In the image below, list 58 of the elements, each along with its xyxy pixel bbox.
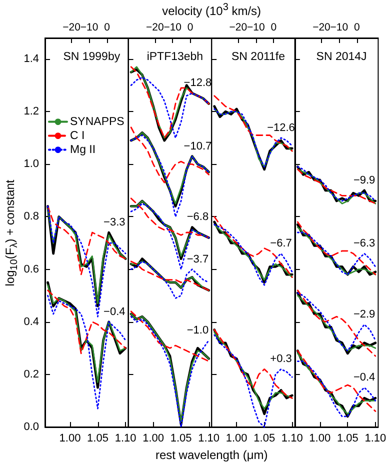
x2-tick-label: −20 bbox=[62, 22, 81, 34]
x2-tick-label: −20 bbox=[312, 22, 331, 34]
x-tick-label: 1.10 bbox=[364, 432, 386, 444]
x-tick-label: 1.05 bbox=[87, 432, 108, 444]
x-tick-label: 1.05 bbox=[170, 432, 192, 444]
text: iPTF13ebh bbox=[146, 51, 204, 63]
x2-axis-title: velocity (10$^{3}$ km/s) bbox=[162, 2, 262, 18]
y-tick-label: 1.2 bbox=[24, 106, 39, 118]
annotation: −0.4 bbox=[353, 372, 376, 384]
x2-tick-label: 0 bbox=[354, 22, 360, 34]
x-tick-label: 1.10 bbox=[198, 432, 220, 444]
line-series bbox=[47, 294, 126, 410]
annotation: −6.7 bbox=[270, 238, 292, 250]
x-axis-title: rest wavelength (μm) bbox=[155, 448, 268, 462]
annotation: −2.9 bbox=[353, 308, 376, 320]
x2-tick-label: 0 bbox=[187, 22, 194, 34]
annotation: −1.0 bbox=[186, 324, 209, 336]
x2-tick-label: −20 bbox=[229, 22, 248, 34]
x2-tick-label: 0 bbox=[104, 22, 110, 34]
annotation: −6.3 bbox=[353, 238, 376, 250]
x-tick-label: 1.05 bbox=[254, 432, 276, 444]
y-tick-label: 1.0 bbox=[24, 158, 39, 170]
x2-tick-label: −10 bbox=[164, 22, 182, 34]
x2-tick-label: −20 bbox=[146, 22, 164, 34]
annotation: −6.8 bbox=[186, 211, 209, 224]
text: SN 1999by bbox=[63, 51, 120, 63]
x2-tick-label: −10 bbox=[330, 22, 348, 34]
annotation: +0.3 bbox=[270, 353, 292, 366]
annotation: −10.7 bbox=[184, 140, 212, 152]
x-tick-label: 1.00 bbox=[142, 432, 164, 444]
y-tick-label: 0.0 bbox=[24, 421, 39, 433]
legend-label: C I bbox=[70, 130, 85, 142]
x-tick-label: 1.00 bbox=[59, 432, 81, 444]
annotation: −9.9 bbox=[353, 174, 376, 186]
y-tick-label: 0.8 bbox=[24, 210, 39, 223]
annotation: −12.8 bbox=[184, 77, 212, 90]
y-tick-label: 1.4 bbox=[24, 53, 39, 66]
legend-label: Mg II bbox=[70, 144, 96, 156]
text: SN 2011fe bbox=[232, 51, 285, 63]
line-series bbox=[47, 290, 126, 354]
text: SN 2014J bbox=[316, 51, 367, 63]
x2-tick-label: 0 bbox=[270, 22, 277, 34]
annotation: −0.4 bbox=[104, 306, 126, 318]
x-tick-label: 1.00 bbox=[226, 432, 248, 444]
line-series bbox=[47, 206, 126, 276]
x-tick-label: 1.05 bbox=[336, 432, 358, 444]
y-tick-label: 0.4 bbox=[24, 316, 39, 328]
legend-label: SYNAPPS bbox=[70, 116, 125, 128]
y-tick-label: 0.6 bbox=[24, 263, 39, 276]
annotation: −12.6 bbox=[267, 122, 295, 134]
y-tick-label: 0.2 bbox=[24, 368, 39, 380]
x-tick-label: 1.00 bbox=[309, 432, 331, 444]
x-tick-label: 1.10 bbox=[281, 432, 303, 444]
annotation: −3.3 bbox=[104, 216, 126, 228]
x-tick-label: 1.10 bbox=[114, 432, 136, 444]
x2-tick-label: −10 bbox=[80, 22, 98, 34]
x2-tick-label: −10 bbox=[247, 22, 265, 34]
annotation: −3.7 bbox=[186, 253, 209, 266]
